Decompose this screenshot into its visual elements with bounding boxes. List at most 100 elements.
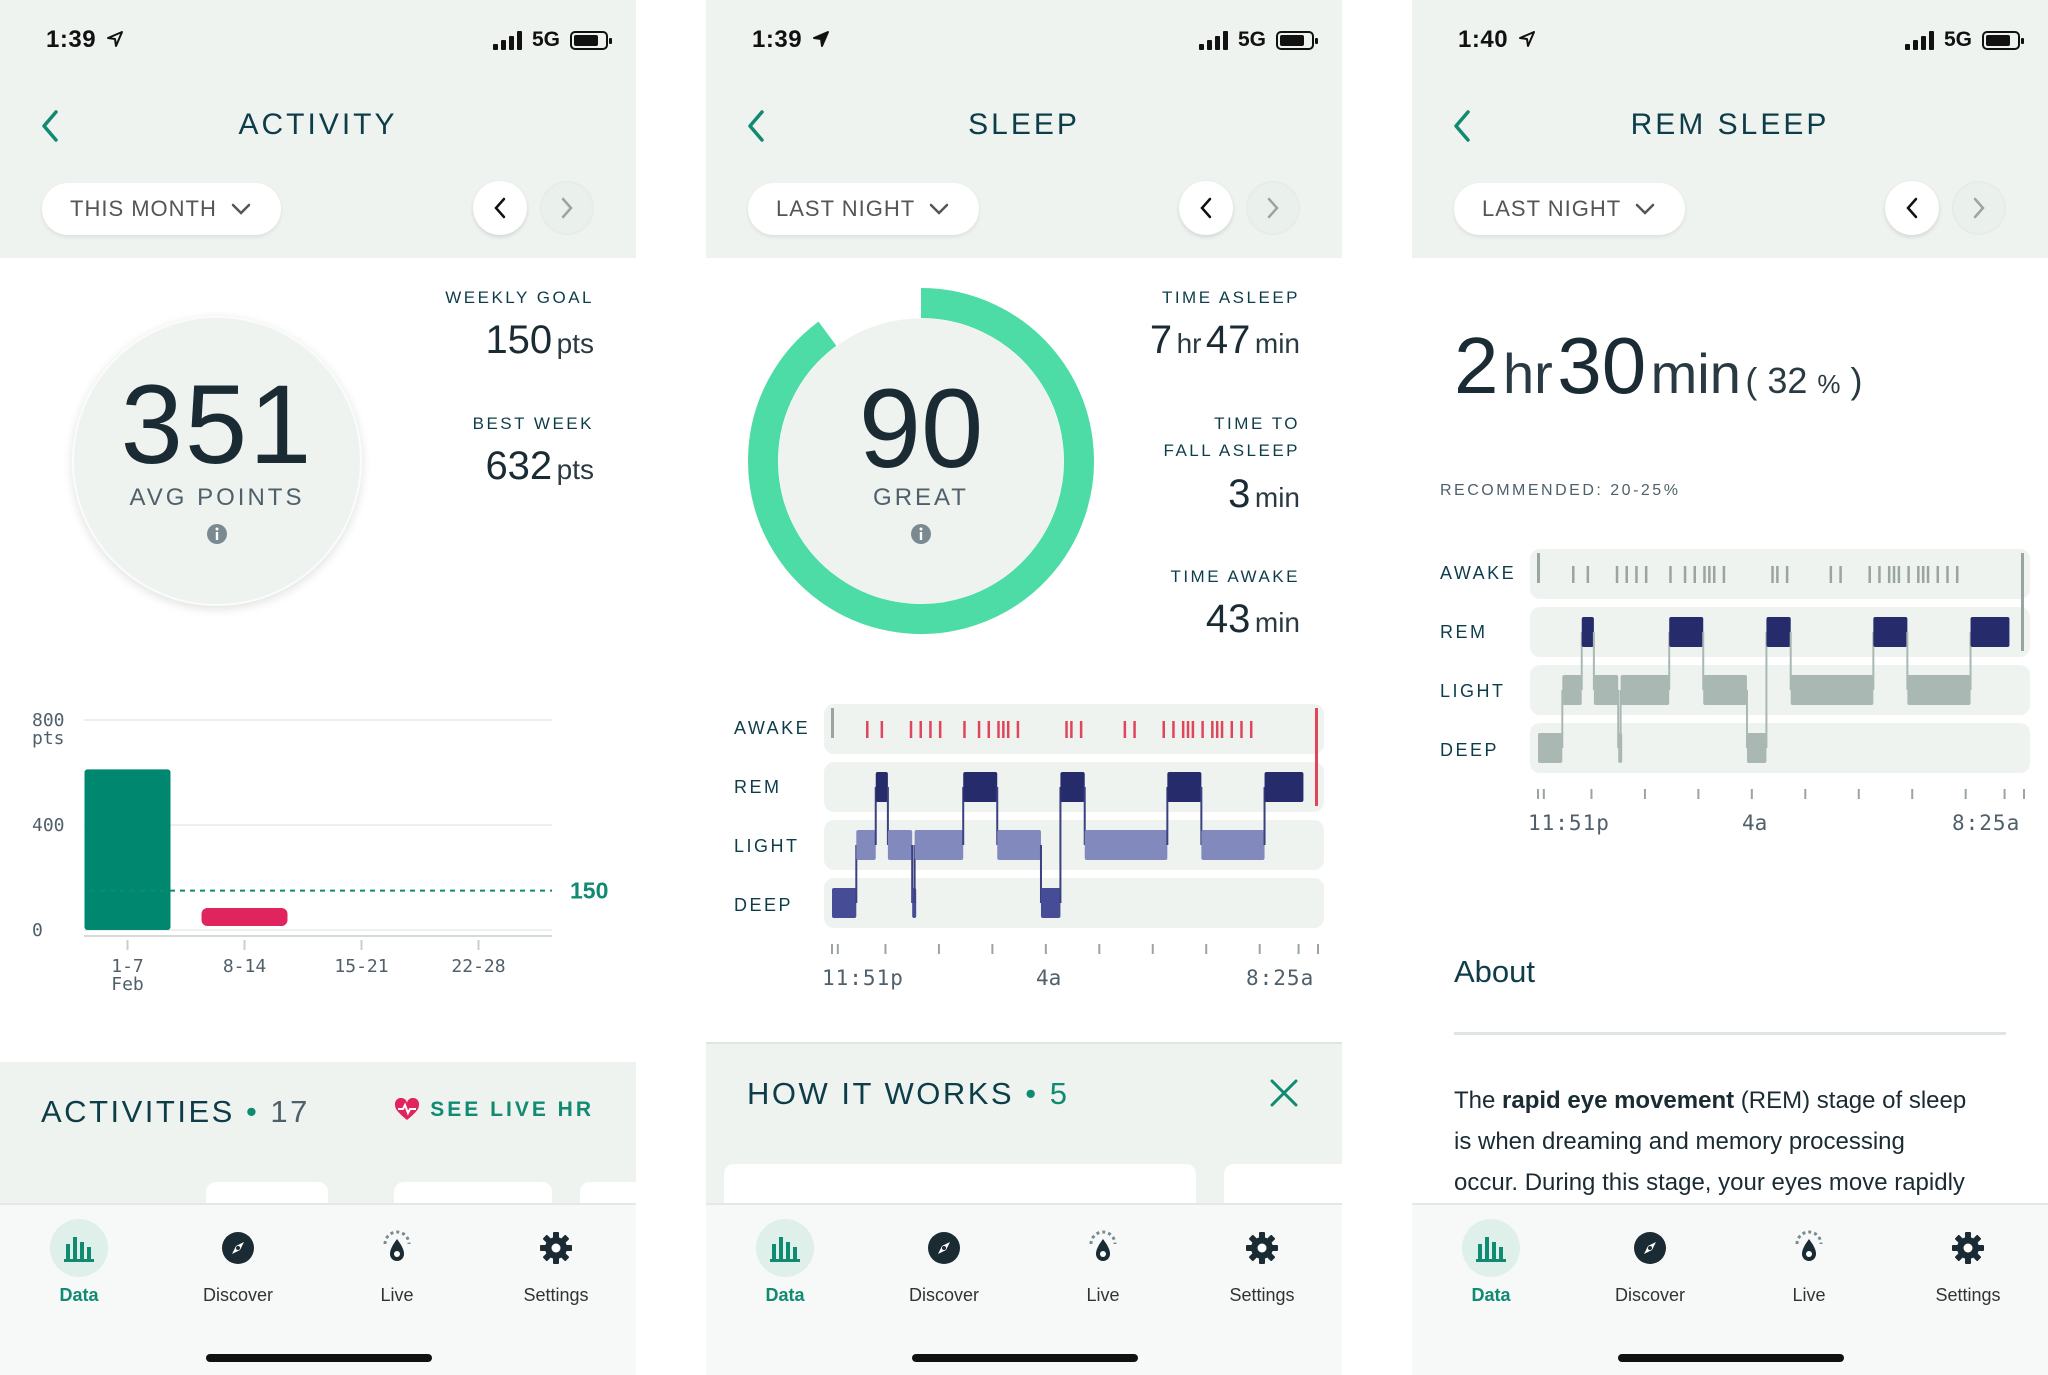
awake-tick bbox=[1230, 721, 1234, 738]
previous-period-button[interactable] bbox=[1179, 181, 1233, 235]
x-label-end: 8:25a bbox=[1952, 811, 2021, 835]
activity-screen: 1:39 5G ACTIVITY THIS MONTH 351 AVG POIN… bbox=[0, 0, 636, 1375]
stage-segment-light bbox=[1201, 830, 1265, 860]
about-body: The rapid eye movement (REM) stage of sl… bbox=[1454, 1087, 1967, 1196]
x-label-mid: 4a bbox=[1036, 966, 1062, 990]
stage-segment-deep bbox=[1040, 888, 1061, 918]
page-title: SLEEP bbox=[968, 108, 1080, 141]
about-heading: About bbox=[1454, 954, 1536, 989]
awake-tick bbox=[1240, 721, 1243, 738]
tab-settings[interactable]: Settings bbox=[1908, 1219, 2028, 1306]
stage-segment-deep bbox=[832, 888, 857, 918]
awake-tick bbox=[1878, 566, 1881, 583]
onset-marker bbox=[1537, 553, 1540, 583]
info-icon[interactable] bbox=[206, 523, 228, 545]
tab-discover-label: Discover bbox=[202, 1285, 273, 1305]
awake-tick bbox=[938, 721, 942, 738]
stage-segment-rem bbox=[1581, 617, 1594, 647]
next-period-button[interactable] bbox=[1246, 181, 1300, 235]
previous-period-button[interactable] bbox=[1885, 181, 1939, 235]
next-period-button[interactable] bbox=[540, 181, 594, 235]
awake-tick bbox=[1065, 721, 1068, 738]
avg-points-value: 351 bbox=[120, 362, 314, 487]
compass-icon bbox=[1634, 1232, 1666, 1264]
stage-label-light: LIGHT bbox=[734, 836, 800, 856]
time-awake-value: 43 min bbox=[1205, 597, 1300, 641]
awake-tick bbox=[919, 721, 922, 738]
y-axis-unit: pts bbox=[32, 728, 65, 749]
previous-period-button[interactable] bbox=[473, 181, 527, 235]
awake-tick bbox=[1955, 566, 1959, 583]
bar bbox=[84, 769, 171, 930]
next-period-button[interactable] bbox=[1952, 181, 2006, 235]
see-live-hr-button[interactable]: SEE LIVE HR bbox=[394, 1098, 594, 1122]
stage-label-rem: REM bbox=[1440, 622, 1488, 642]
home-indicator bbox=[912, 1354, 1138, 1362]
period-dropdown[interactable]: LAST NIGHT bbox=[748, 183, 980, 235]
stage-segment-rem bbox=[963, 772, 998, 802]
y-tick-label: 0 bbox=[32, 920, 43, 941]
awake-tick bbox=[1644, 566, 1648, 583]
weekly-goal-value: 150 pts bbox=[485, 318, 594, 362]
close-icon[interactable] bbox=[1269, 1078, 1299, 1108]
battery-icon bbox=[570, 30, 612, 50]
home-indicator bbox=[206, 1354, 432, 1362]
awake-tick bbox=[1249, 721, 1253, 738]
avg-points-label: AVG POINTS bbox=[129, 484, 305, 511]
back-chevron-icon[interactable] bbox=[1448, 108, 1478, 144]
tab-discover[interactable]: Discover bbox=[1590, 1219, 1710, 1306]
back-chevron-icon[interactable] bbox=[742, 108, 772, 144]
tab-data[interactable]: Data bbox=[725, 1219, 845, 1306]
tab-discover-label: Discover bbox=[1614, 1285, 1685, 1305]
info-icon[interactable] bbox=[910, 523, 932, 545]
location-arrow-icon bbox=[1519, 31, 1535, 47]
x-label-start: 11:51p bbox=[1528, 811, 1610, 835]
best-week-label: BEST WEEK bbox=[472, 414, 594, 433]
period-dropdown[interactable]: THIS MONTH bbox=[42, 183, 281, 235]
back-chevron-icon[interactable] bbox=[36, 108, 66, 144]
stage-lane bbox=[1530, 723, 2030, 773]
x-tick-label: Feb bbox=[111, 974, 144, 995]
stage-segment-light bbox=[1562, 675, 1582, 705]
chevron-down-icon bbox=[929, 203, 949, 215]
awake-tick bbox=[1693, 566, 1697, 583]
tab-live-label: Live bbox=[1086, 1285, 1120, 1305]
sleep-screen: 1:39 5G SLEEP LAST NIGHT 90 GREAT TIME A… bbox=[706, 0, 1342, 1375]
stage-lane bbox=[1530, 549, 2030, 599]
x-tick-label: 1-7 bbox=[111, 956, 144, 977]
tab-discover[interactable]: Discover bbox=[884, 1219, 1004, 1306]
stage-segment-light bbox=[1703, 675, 1747, 705]
status-bar: 1:39 5G bbox=[0, 22, 636, 62]
tab-live[interactable]: Live bbox=[1043, 1219, 1163, 1306]
recommended-range: RECOMMENDED: 20-25% bbox=[1440, 482, 1681, 499]
awake-tick bbox=[1615, 566, 1619, 583]
awake-tick bbox=[1181, 721, 1185, 738]
signal-icon bbox=[1904, 30, 1934, 50]
tab-settings-label: Settings bbox=[1935, 1285, 2001, 1305]
stage-lane bbox=[824, 704, 1324, 754]
tab-settings[interactable]: Settings bbox=[1202, 1219, 1322, 1306]
awake-tick bbox=[1162, 721, 1165, 738]
x-label-mid: 4a bbox=[1742, 811, 1768, 835]
awake-tick bbox=[1683, 566, 1687, 583]
network-label: 5G bbox=[531, 28, 560, 51]
period-dropdown[interactable]: LAST NIGHT bbox=[1454, 183, 1686, 235]
tab-settings-label: Settings bbox=[1229, 1285, 1295, 1305]
sleep-score-label: GREAT bbox=[873, 484, 969, 511]
awake-tick bbox=[1635, 566, 1638, 583]
how-it-works-section: HOW IT WORKS • 5 bbox=[706, 1042, 1342, 1224]
wake-marker bbox=[1315, 708, 1318, 806]
tab-discover[interactable]: Discover bbox=[178, 1219, 298, 1306]
rem-stages-chart bbox=[1530, 549, 2030, 799]
tab-data[interactable]: Data bbox=[1431, 1219, 1551, 1306]
tab-data[interactable]: Data bbox=[19, 1219, 139, 1306]
awake-tick bbox=[1897, 566, 1901, 583]
tab-live[interactable]: Live bbox=[1749, 1219, 1869, 1306]
heart-rate-icon bbox=[395, 1098, 420, 1120]
x-label-end: 8:25a bbox=[1246, 966, 1315, 990]
tab-live[interactable]: Live bbox=[337, 1219, 457, 1306]
tab-settings[interactable]: Settings bbox=[496, 1219, 616, 1306]
stage-segment-light bbox=[1907, 675, 1971, 705]
y-tick-label: 400 bbox=[32, 815, 65, 836]
